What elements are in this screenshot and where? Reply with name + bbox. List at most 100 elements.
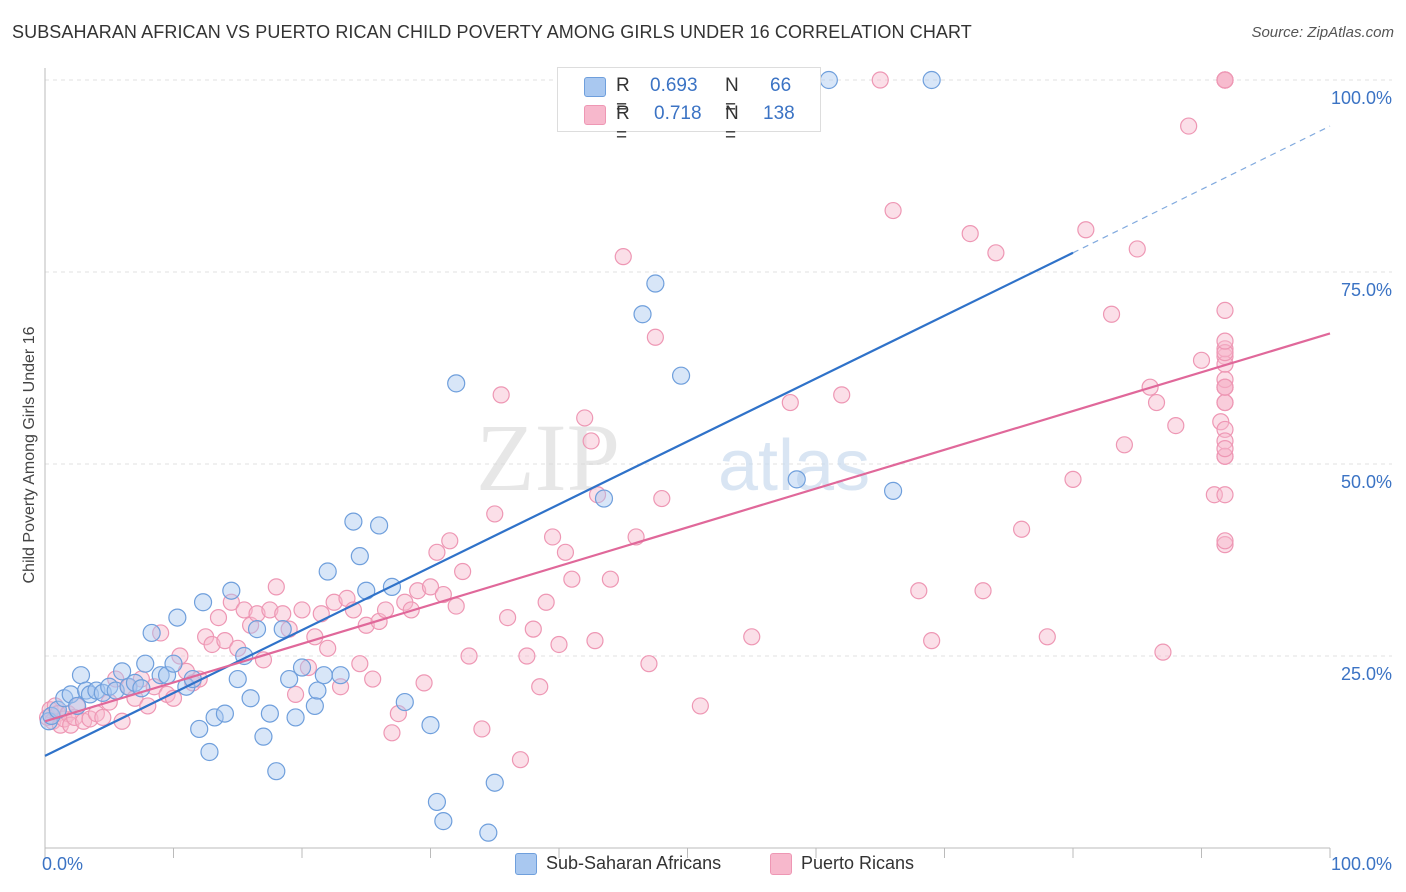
trend-lines [44,125,1331,757]
legend-swatch-blue [584,77,606,97]
x-tick-label: 100.0% [1331,854,1392,874]
data-point [292,658,312,677]
trend-line-sub-saharan-extension [1072,125,1331,254]
data-point [1012,520,1031,538]
data-point [1216,440,1234,458]
puerto-ricans-points [38,71,1234,769]
data-point [350,547,369,566]
data-point [261,601,279,619]
data-point [447,374,466,393]
legend-n-label: N = [725,75,739,118]
data-point [364,670,382,688]
data-point [235,601,253,619]
data-point [576,409,594,427]
x-tick-label: 0.0% [42,854,83,874]
data-point [563,570,581,588]
data-point [1115,436,1134,454]
data-point [1216,378,1234,396]
data-point [325,593,343,611]
data-point [434,812,453,831]
data-point [524,620,542,638]
data-point [260,704,279,723]
data-point [499,608,517,627]
y-tick-label: 25.0% [1341,664,1392,684]
legend-n-value: 66 [770,75,792,96]
data-point [319,639,337,657]
data-point [344,512,363,531]
data-point [1064,470,1082,488]
data-point [171,647,189,665]
data-point [883,481,903,500]
data-point [222,581,241,600]
chart-title: SUBSAHARAN AFRICAN VS PUERTO RICAN CHILD… [12,22,972,42]
watermark-atlas: atlas [718,426,870,506]
legend-r-label: R = [616,103,630,146]
data-point [531,678,549,696]
y-tick-label: 100.0% [1331,88,1392,108]
data-point [415,674,433,692]
y-tick-label: 75.0% [1341,280,1392,300]
data-point [215,704,234,723]
data-point [1216,71,1234,89]
data-point [646,274,665,293]
data-point [370,516,389,535]
data-point [646,328,664,346]
y-tick-label: 50.0% [1341,472,1392,492]
data-point [209,608,228,627]
data-point [71,666,91,685]
data-point [543,528,562,546]
data-point [922,70,941,90]
data-point [254,727,273,746]
data-point [267,578,285,596]
data-point [871,71,889,89]
data-point [1216,532,1234,550]
data-point [1216,301,1234,319]
legend-swatch-sub-saharan [515,853,537,875]
data-point [389,704,407,723]
data-point [286,685,305,704]
data-point [633,305,652,324]
data-point [653,489,671,508]
data-point [395,692,414,712]
data-point [1154,643,1172,661]
data-point [305,696,324,716]
data-point [594,489,614,508]
watermark: ZIP atlas [476,404,870,511]
data-point [974,582,992,600]
data-point [833,386,851,404]
data-point [1216,393,1234,412]
data-point [447,597,465,615]
data-point [299,658,318,677]
data-point [819,70,838,90]
data-point [312,605,330,623]
data-point [537,593,555,611]
data-point [492,386,510,404]
data-point [293,601,311,619]
data-point [923,632,941,650]
data-point [286,708,305,727]
data-point [421,716,440,735]
data-point [142,623,161,643]
trend-line-puerto-ricans [44,332,1331,723]
legend-r-label: R = [616,75,630,118]
data-point [441,532,459,550]
legend-r-value: 0.718 [654,103,702,124]
data-point [216,632,234,650]
data-point [884,201,902,220]
data-point [1180,117,1198,135]
legend-swatch-puerto-ricans [770,853,792,875]
data-point [193,593,213,612]
data-point [511,751,530,769]
data-point [601,570,620,588]
data-point [280,669,299,689]
tick-labels: 25.0% 50.0% 75.0% 100.0% 0.0% 100.0% [42,88,1392,874]
data-point [1192,351,1211,369]
data-point [586,632,604,650]
data-point [434,585,452,604]
legend-stats: R = 0.693 N = 66 R = 0.718 N = 138 [557,67,821,146]
data-point [1216,486,1234,504]
data-point [1102,305,1121,323]
legend-swatch-pink [584,105,606,125]
data-point [486,505,504,523]
